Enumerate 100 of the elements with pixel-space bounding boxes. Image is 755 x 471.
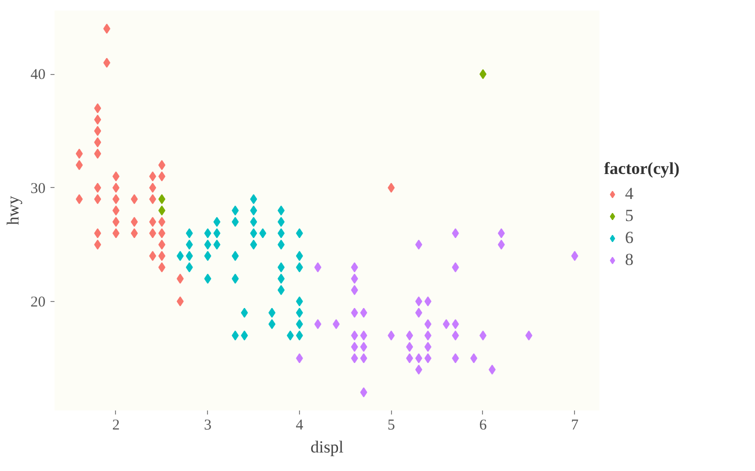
point xyxy=(103,58,110,68)
point xyxy=(158,171,166,182)
point xyxy=(149,250,156,261)
point xyxy=(232,250,239,261)
point xyxy=(525,330,532,340)
point xyxy=(296,228,303,238)
point xyxy=(158,206,166,216)
point xyxy=(314,262,322,272)
point xyxy=(112,171,120,182)
x-tick-label: 7 xyxy=(570,418,579,434)
point xyxy=(278,206,285,216)
point xyxy=(479,69,486,80)
point xyxy=(149,182,156,193)
point xyxy=(424,319,432,330)
point xyxy=(351,342,358,352)
point xyxy=(278,240,285,250)
point xyxy=(130,194,138,204)
point xyxy=(296,308,303,318)
point xyxy=(442,319,450,330)
point xyxy=(250,194,258,204)
point xyxy=(479,330,486,340)
point xyxy=(424,296,432,306)
point xyxy=(213,216,220,227)
point xyxy=(286,330,294,340)
point xyxy=(158,250,166,261)
point xyxy=(452,319,459,330)
x-tick-label: 3 xyxy=(204,418,212,434)
x-tick-label: 5 xyxy=(387,418,395,434)
y-tick-label: 20 xyxy=(30,294,46,310)
point xyxy=(452,262,459,272)
point xyxy=(278,285,285,296)
point xyxy=(94,103,102,114)
point xyxy=(112,206,120,216)
point xyxy=(213,228,220,238)
point xyxy=(94,228,102,238)
point xyxy=(204,228,212,238)
point xyxy=(452,353,459,364)
y-tick-label: 30 xyxy=(30,180,46,197)
point xyxy=(424,330,432,340)
point xyxy=(452,228,459,238)
point xyxy=(176,250,184,261)
point xyxy=(232,206,239,216)
point xyxy=(314,319,322,330)
point xyxy=(158,194,166,204)
point xyxy=(250,216,258,227)
point xyxy=(424,342,432,352)
point xyxy=(204,240,212,250)
point xyxy=(240,308,248,318)
point xyxy=(149,228,156,238)
point xyxy=(94,114,102,125)
point xyxy=(76,160,83,170)
point xyxy=(94,126,102,136)
point xyxy=(296,250,303,261)
point xyxy=(186,228,193,238)
point xyxy=(406,342,414,352)
y-axis-title: hwy xyxy=(4,195,22,226)
point xyxy=(186,250,193,261)
point xyxy=(149,194,156,204)
point xyxy=(158,262,166,272)
point xyxy=(406,330,414,340)
legend-label: 6 xyxy=(625,228,634,248)
point xyxy=(498,228,505,238)
point xyxy=(158,228,166,238)
point xyxy=(351,330,358,340)
point xyxy=(204,274,212,284)
point xyxy=(186,240,193,250)
point xyxy=(571,250,578,261)
point xyxy=(213,240,220,250)
point xyxy=(278,262,285,272)
x-tick-label: 6 xyxy=(479,418,488,434)
point xyxy=(415,296,422,306)
point xyxy=(415,364,422,375)
point xyxy=(360,330,368,340)
point xyxy=(158,160,166,170)
point xyxy=(351,353,358,364)
point xyxy=(388,330,395,340)
point xyxy=(149,216,156,227)
point xyxy=(268,308,276,318)
point xyxy=(351,262,358,272)
point xyxy=(296,319,303,330)
point xyxy=(232,274,239,284)
y-tick-label: 40 xyxy=(30,67,46,84)
point xyxy=(406,353,414,364)
point xyxy=(278,274,285,284)
x-axis-title: displ xyxy=(310,438,344,456)
point xyxy=(250,240,258,250)
point xyxy=(388,182,395,193)
x-tick-label: 4 xyxy=(296,418,304,434)
point xyxy=(76,194,83,204)
point xyxy=(76,148,83,159)
point xyxy=(498,240,505,250)
point xyxy=(176,274,184,284)
point xyxy=(112,194,120,204)
point xyxy=(360,387,368,398)
point xyxy=(351,308,358,318)
point xyxy=(103,24,110,34)
point xyxy=(296,353,303,364)
point xyxy=(296,262,303,272)
point xyxy=(278,216,285,227)
point xyxy=(360,342,368,352)
